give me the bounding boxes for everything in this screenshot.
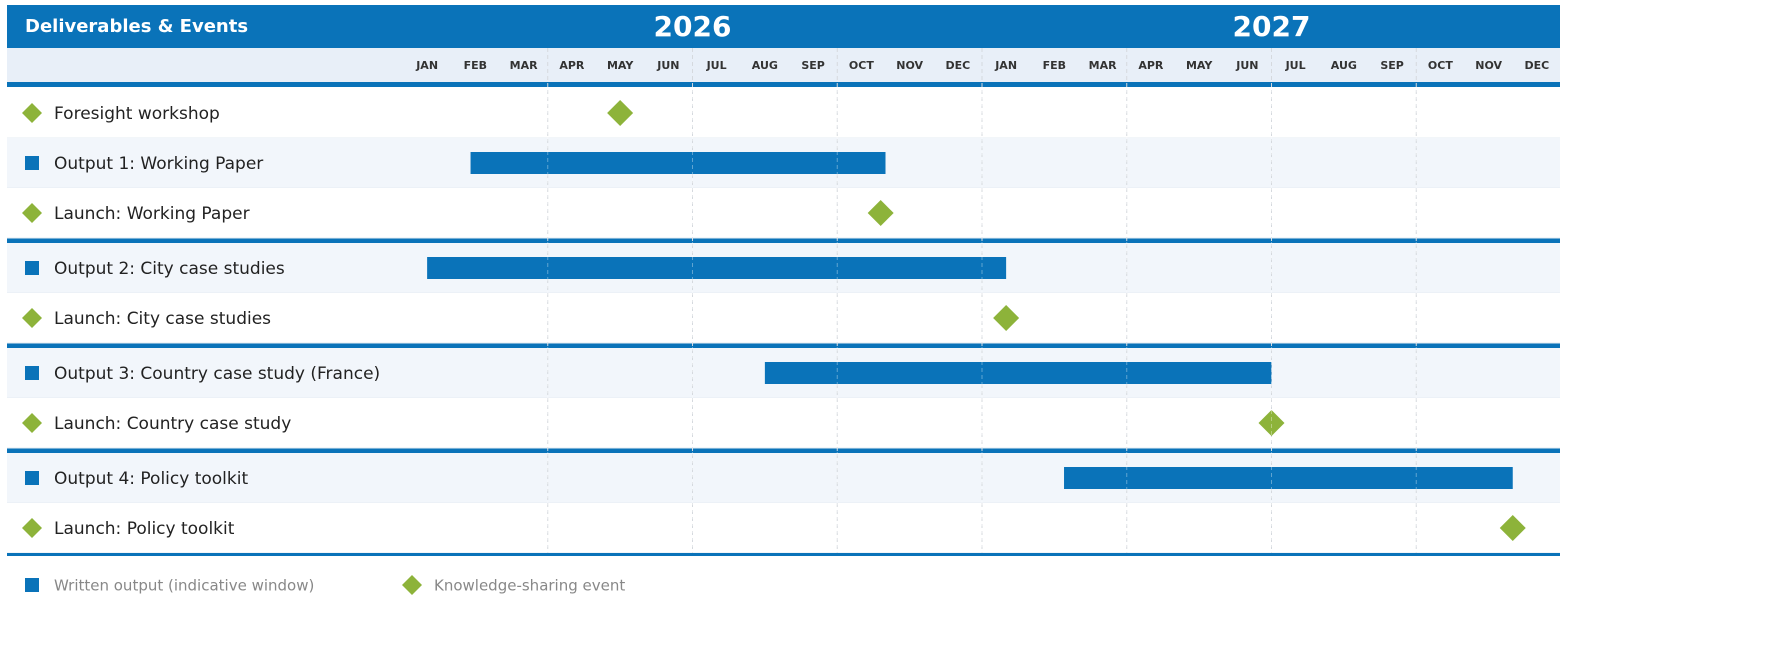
month-label: NOV [1475,59,1502,72]
row-background [7,188,1560,238]
year-label: 2026 [654,10,732,43]
legend-icon [22,103,42,123]
row-background [7,398,1560,448]
row-background [7,88,1560,138]
month-label: AUG [1331,59,1357,72]
legend-icon [25,471,39,485]
milestone [1499,515,1526,541]
task-label: Output 1: Working Paper [54,154,263,174]
month-label: JAN [994,59,1017,72]
month-label: MAR [1089,59,1117,72]
task-label: Launch: Country case study [54,414,291,434]
group-rule [7,238,1560,243]
month-label: DEC [946,59,971,72]
task-label: Launch: City case studies [54,309,271,329]
task-bar [427,257,1007,279]
row-background [7,293,1560,343]
chart-title: Deliverables & Events [25,16,248,37]
month-label: JUN [1235,59,1258,72]
milestone [993,305,1020,331]
legend-icon [22,308,42,328]
legend-icon [22,518,42,538]
legend-icon [22,413,42,433]
task-label: Output 3: Country case study (France) [54,364,380,384]
task-label: Output 4: Policy toolkit [54,469,248,489]
group-rule [7,343,1560,348]
legend-label: Written output (indicative window) [54,577,314,595]
month-label: APR [1138,59,1164,72]
milestone [1258,410,1285,436]
legend-icon [22,203,42,223]
month-label: APR [559,59,585,72]
legend-icon [25,366,39,380]
month-label: MAY [1186,59,1213,72]
month-label: MAY [607,59,634,72]
bottom-rule [7,553,1560,556]
month-label: JAN [415,59,438,72]
milestone [867,200,894,226]
task-label: Launch: Policy toolkit [54,519,235,539]
month-label: NOV [896,59,923,72]
year-label: 2027 [1233,10,1311,43]
month-label: MAR [510,59,538,72]
month-label: JUN [656,59,679,72]
task-bar [764,362,1272,384]
month-label: JUL [706,59,727,72]
month-label: JUL [1285,59,1306,72]
legend-swatch [402,575,422,595]
legend-icon [25,261,39,275]
legend-swatch [25,578,39,592]
legend-label: Knowledge-sharing event [434,577,625,595]
month-label: FEB [464,59,487,72]
month-label: FEB [1043,59,1066,72]
group-rule [7,448,1560,453]
month-label: SEP [801,59,825,72]
task-label: Output 2: City case studies [54,259,285,279]
header-bar [7,5,1560,48]
legend-icon [25,156,39,170]
month-label: OCT [1428,59,1453,72]
month-row [7,48,1560,82]
milestone [607,100,634,126]
task-bar [1064,467,1513,489]
month-label: AUG [752,59,778,72]
row-background [7,503,1560,553]
task-label: Launch: Working Paper [54,204,250,224]
month-label: DEC [1525,59,1550,72]
month-label: SEP [1380,59,1404,72]
header-rule [7,82,1560,87]
month-label: OCT [849,59,874,72]
task-label: Foresight workshop [54,104,220,124]
task-bar [470,152,886,174]
